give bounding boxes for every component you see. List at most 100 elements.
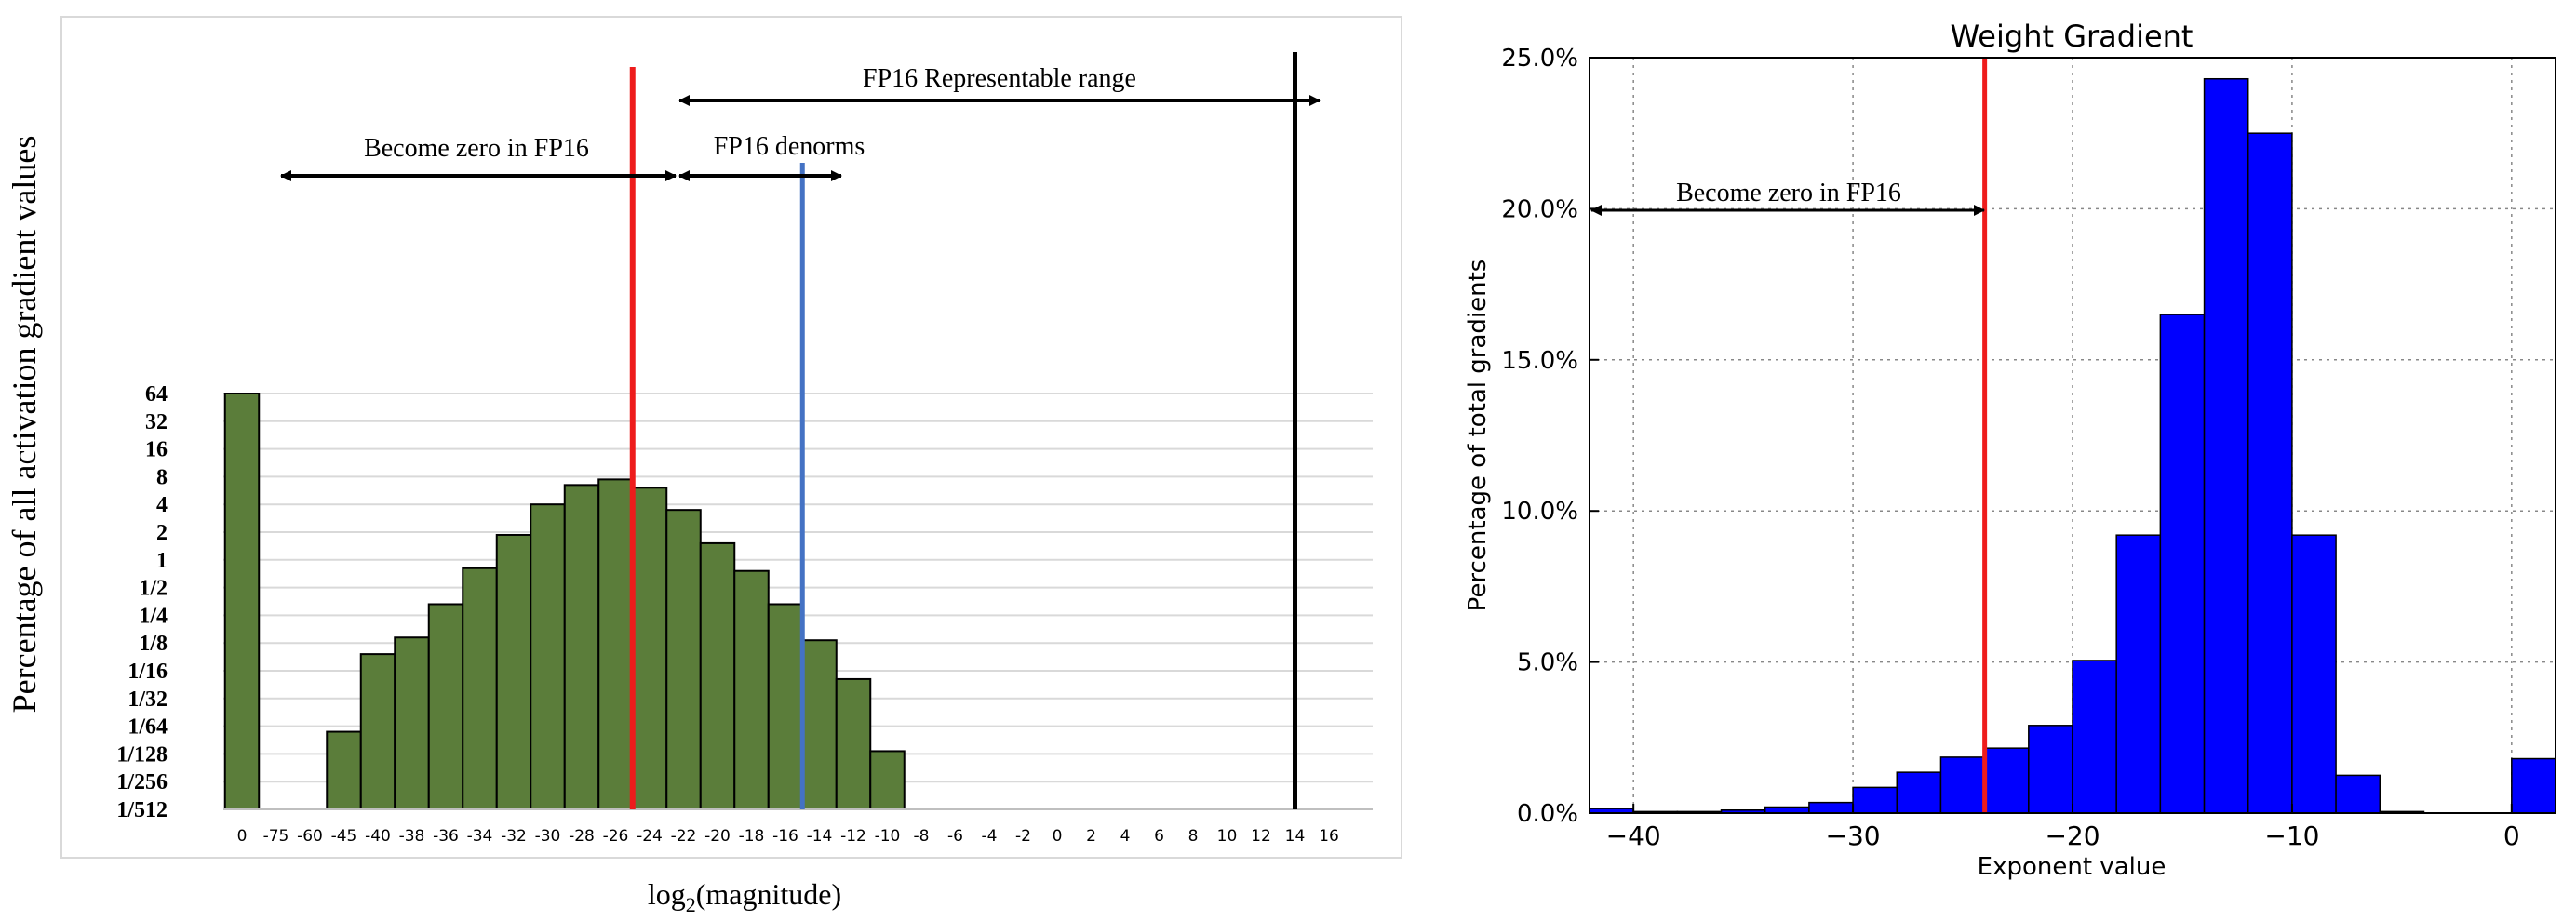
left-bar (767, 603, 804, 810)
right-y-tick: 15.0% (1501, 347, 1578, 375)
left-x-tick: -4 (982, 827, 998, 846)
right-chart-title: Weight Gradient (1951, 19, 2194, 54)
right-y-tick: 20.0% (1501, 195, 1578, 223)
left-bar (869, 750, 906, 810)
activation-gradient-chart: 1/5121/2561/1281/641/321/161/81/41/21248… (6, 16, 1402, 916)
left-y-tick: 64 (145, 382, 168, 407)
left-x-tick: 12 (1251, 827, 1271, 846)
left-x-tick-labels: 0 -75 -60 -45 -40 -38 -36 -34 -32 -30 -28 -26 -24 -22… (237, 827, 1339, 846)
left-threshold-lines (629, 52, 1297, 809)
left-gridlines (223, 393, 1373, 783)
become-zero-label-right: Become zero in FP16 (1676, 179, 1901, 207)
left-bar (801, 639, 838, 810)
right-bar (2203, 77, 2249, 814)
right-x-tick: −10 (2264, 821, 2319, 851)
right-bar (2159, 314, 2206, 814)
right-bar (1852, 786, 1898, 814)
left-y-tick: 1/4 (139, 604, 168, 628)
left-y-tick: 32 (145, 410, 168, 434)
left-x-tick: -40 (365, 827, 391, 846)
left-bar (462, 567, 498, 810)
left-x-tick: -14 (807, 827, 833, 846)
left-x-tick: 8 (1188, 827, 1199, 846)
left-x-tick: 0 (237, 827, 248, 846)
left-x-tick: 10 (1217, 827, 1238, 846)
left-x-tick: -32 (501, 827, 527, 846)
left-y-tick: 4 (156, 493, 168, 517)
left-y-tick: 1/256 (116, 770, 168, 794)
left-x-tick: 14 (1285, 827, 1306, 846)
left-x-tick: -16 (772, 827, 798, 846)
right-bar (1983, 747, 2030, 814)
right-bar (2072, 660, 2117, 814)
left-bars (223, 393, 906, 811)
left-x-tick: -45 (331, 827, 357, 846)
left-x-tick: -28 (569, 827, 595, 846)
left-x-tick: -12 (840, 827, 866, 846)
left-bar (427, 603, 464, 810)
left-bar (665, 509, 702, 810)
left-y-axis-label: Percentage of all activation gradient va… (6, 136, 43, 714)
right-bar (1896, 771, 1942, 814)
left-bar (733, 569, 770, 810)
left-bar (223, 393, 261, 810)
left-x-tick: -30 (535, 827, 561, 846)
right-bar (1808, 801, 1854, 814)
left-bar (495, 533, 532, 810)
left-x-tick: -60 (297, 827, 323, 846)
left-x-tick: -22 (671, 827, 697, 846)
right-x-axis-label: Exponent value (1978, 853, 2167, 881)
left-x-tick: 4 (1120, 827, 1131, 846)
left-y-tick: 1/512 (116, 798, 168, 822)
left-x-tick: -75 (263, 827, 289, 846)
left-y-tick: 1/2 (139, 577, 168, 601)
left-x-tick: -2 (1015, 827, 1031, 846)
left-y-tick: 1/8 (139, 632, 168, 656)
left-x-tick: -10 (875, 827, 901, 846)
left-bar (597, 478, 634, 810)
left-annotations: FP16 Representable range Become zero in … (280, 64, 1321, 181)
left-bar (394, 636, 430, 810)
left-x-tick: -8 (914, 827, 930, 846)
left-bar (835, 677, 872, 810)
right-annotation: Become zero in FP16 (1590, 179, 1985, 216)
left-x-axis-label: log2(magnitude) (648, 877, 841, 916)
denorms-label: FP16 denorms (714, 132, 865, 161)
right-y-axis-label: Percentage of total gradients (1464, 260, 1492, 612)
left-y-tick: 1/128 (116, 742, 168, 767)
left-x-tick: 6 (1154, 827, 1164, 846)
right-bar (2335, 774, 2381, 814)
become-zero-label-left: Become zero in FP16 (364, 134, 589, 163)
left-y-tick: 2 (156, 521, 168, 545)
right-bar (2291, 534, 2337, 814)
left-x-tick: -18 (739, 827, 765, 846)
left-x-tick: -34 (467, 827, 493, 846)
left-x-tick: 16 (1319, 827, 1339, 846)
right-bar (1939, 756, 1986, 814)
right-bar (2028, 725, 2073, 814)
right-x-tick: −30 (1826, 821, 1881, 851)
right-x-tick: −20 (2045, 821, 2100, 851)
representable-range-label: FP16 Representable range (863, 64, 1136, 93)
right-y-tick: 25.0% (1501, 45, 1578, 73)
left-y-tick: 16 (145, 438, 168, 462)
left-x-tick: -24 (637, 827, 663, 846)
right-x-tick: −40 (1606, 821, 1661, 851)
left-y-tick: 1/64 (127, 715, 168, 740)
left-x-tick: -26 (603, 827, 629, 846)
left-bar (359, 653, 396, 810)
right-bar (2247, 132, 2293, 814)
right-y-tick-labels: 0.0% 5.0% 10.0% 15.0% 20.0% 25.0% (1501, 45, 1599, 828)
right-bar (2115, 534, 2162, 814)
left-x-tick: 0 (1053, 827, 1063, 846)
right-y-tick: 10.0% (1501, 498, 1578, 526)
right-y-tick: 0.0% (1517, 800, 1578, 828)
left-x-tick: -36 (433, 827, 459, 846)
left-bar (530, 503, 566, 810)
right-y-tick: 5.0% (1517, 649, 1578, 677)
right-x-tick: 0 (2503, 821, 2520, 851)
left-x-tick: -38 (399, 827, 425, 846)
weight-gradient-chart: Weight Gradient −40 −30 −20 −10 0 0.0% 5.0% 10… (1464, 19, 2556, 881)
left-y-tick: 1/32 (127, 687, 168, 712)
